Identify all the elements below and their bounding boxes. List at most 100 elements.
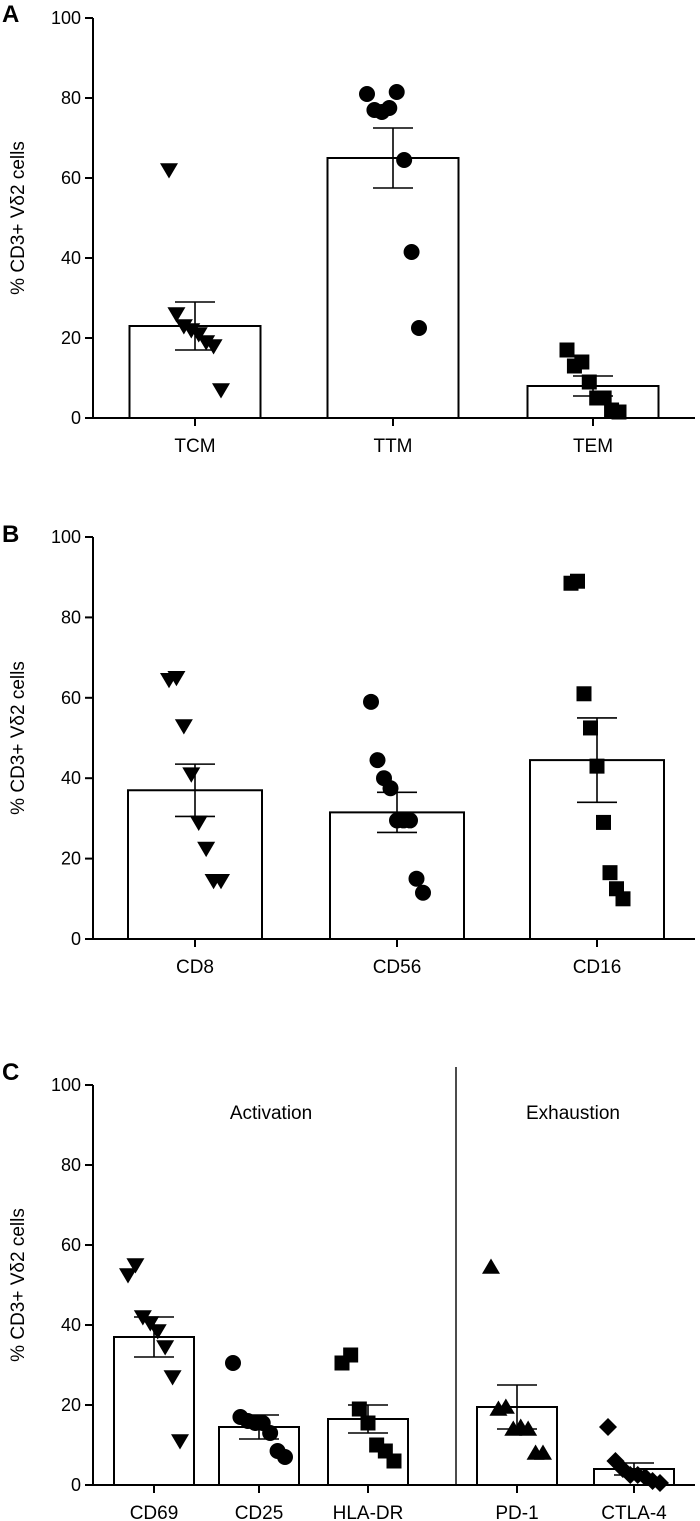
- data-point-cd16: [615, 891, 631, 907]
- y-tick-label: 40: [61, 1315, 81, 1335]
- data-point-cd69: [148, 1324, 167, 1340]
- y-axis-title: % CD3+ Vδ2 cells: [8, 141, 29, 295]
- panel-letter: B: [2, 521, 19, 548]
- data-point-cd56: [415, 884, 431, 901]
- x-tick-label: CD25: [235, 1503, 284, 1521]
- panel-letter: A: [2, 1, 19, 28]
- bar-cd69: [113, 1336, 195, 1486]
- x-tick-label: TTM: [373, 436, 412, 457]
- data-point-cd69: [141, 1316, 160, 1332]
- y-tick-label: 0: [71, 929, 81, 949]
- y-axis-title: % CD3+ Vδ2 cells: [8, 661, 29, 815]
- data-point-cd8: [197, 841, 216, 858]
- y-tick-label: 20: [61, 328, 81, 348]
- y-tick-label: 40: [61, 768, 81, 788]
- y-tick-label: 0: [71, 1475, 81, 1495]
- data-point-cd16: [576, 686, 592, 702]
- data-point-tcm: [182, 323, 201, 339]
- data-point-tem: [574, 354, 590, 370]
- x-tick-label: CD8: [176, 957, 214, 978]
- data-point-cd16: [570, 573, 585, 589]
- data-point-cd16: [589, 758, 605, 774]
- data-point-tem: [611, 404, 627, 420]
- data-point-cd56: [408, 870, 425, 887]
- y-tick-label: 20: [61, 849, 81, 869]
- group-annotation: Exhaustion: [526, 1103, 620, 1124]
- data-point-hla-dr: [351, 1401, 367, 1417]
- data-point-cd69: [171, 1434, 189, 1450]
- data-point-cd8: [182, 767, 201, 783]
- data-point-cd8: [212, 873, 230, 890]
- y-tick-label: 100: [51, 1075, 81, 1095]
- data-point-ttm: [381, 100, 398, 116]
- data-point-cd16: [596, 814, 611, 830]
- data-point-pd-1: [534, 1444, 552, 1460]
- x-tick-label: TCM: [174, 436, 215, 457]
- data-point-cd56: [369, 752, 386, 769]
- x-tick-label: CD69: [130, 1503, 179, 1521]
- data-point-ttm: [403, 244, 420, 260]
- data-point-pd-1: [482, 1258, 500, 1274]
- data-point-tem: [559, 342, 575, 358]
- data-point-hla-dr: [343, 1347, 359, 1363]
- data-point-hla-dr: [386, 1453, 402, 1469]
- data-point-cd25: [277, 1449, 293, 1465]
- group-annotation: Activation: [230, 1103, 312, 1124]
- bar-ttm: [326, 157, 460, 419]
- y-tick-label: 80: [61, 1155, 81, 1175]
- data-point-cd8: [189, 815, 208, 831]
- data-point-cd8: [167, 670, 186, 687]
- x-tick-label: HLA-DR: [333, 1503, 404, 1521]
- x-tick-label: PD-1: [495, 1503, 538, 1521]
- data-point-cd16: [602, 865, 618, 881]
- data-point-cd69: [126, 1258, 145, 1274]
- y-tick-label: 20: [61, 1395, 81, 1415]
- y-tick-label: 60: [61, 688, 81, 708]
- data-point-tcm: [197, 335, 216, 351]
- data-point-tcm: [204, 339, 223, 355]
- data-point-cd69: [163, 1370, 182, 1386]
- panel-b: B % CD3+ Vδ2 cells 0 20 40 60 80 100 CD8 CD56 CD16: [2, 521, 695, 978]
- x-tick-label: TEM: [573, 436, 613, 457]
- data-point-pd-1: [496, 1398, 515, 1414]
- y-tick-label: 80: [61, 607, 81, 627]
- x-tick-label: CD16: [573, 957, 622, 978]
- data-point-ttm: [411, 320, 427, 336]
- data-point-tcm: [212, 383, 230, 399]
- data-point-cd16: [583, 720, 598, 736]
- data-point-pd-1: [519, 1420, 538, 1436]
- data-point-ttm: [359, 86, 375, 102]
- data-point-cd25: [262, 1425, 279, 1441]
- data-point-cd25: [225, 1355, 241, 1371]
- data-point-cd56: [402, 812, 418, 829]
- y-axis-title: % CD3+ Vδ2 cells: [8, 1208, 29, 1362]
- data-point-tem: [581, 374, 597, 390]
- data-point-ctla-4: [599, 1418, 617, 1436]
- data-point-cd8: [174, 719, 193, 735]
- data-point-ttm: [396, 152, 413, 168]
- y-tick-label: 60: [61, 168, 81, 188]
- panel-letter: C: [2, 1059, 19, 1086]
- data-point-cd69: [156, 1340, 175, 1356]
- x-tick-label: CTLA-4: [601, 1503, 667, 1521]
- data-point-tcm: [189, 327, 208, 343]
- data-point-tcm: [160, 163, 178, 179]
- data-point-ctla-4: [651, 1474, 669, 1492]
- y-tick-label: 100: [51, 8, 81, 28]
- data-point-hla-dr: [360, 1415, 376, 1431]
- y-tick-label: 40: [61, 248, 81, 268]
- panel-c: C % CD3+ Vδ2 cells 0 20 40 60 80 100 CD69 CD25 HLA…: [2, 1059, 695, 1521]
- data-point-tem: [596, 390, 612, 406]
- y-tick-label: 100: [51, 527, 81, 547]
- data-point-cd56: [382, 780, 399, 797]
- x-tick-label: CD56: [373, 957, 422, 978]
- data-point-ttm: [388, 84, 405, 100]
- data-point-tcm: [174, 319, 193, 335]
- data-point-tcm: [167, 307, 186, 323]
- data-point-cd56: [363, 693, 379, 710]
- y-tick-label: 0: [71, 408, 81, 428]
- panel-a: A % CD3+ Vδ2 cells 0 20 40 60 80 100 TCM TTM TEM: [2, 1, 695, 457]
- data-point-cd69: [119, 1268, 137, 1284]
- bar-cd56: [329, 811, 465, 940]
